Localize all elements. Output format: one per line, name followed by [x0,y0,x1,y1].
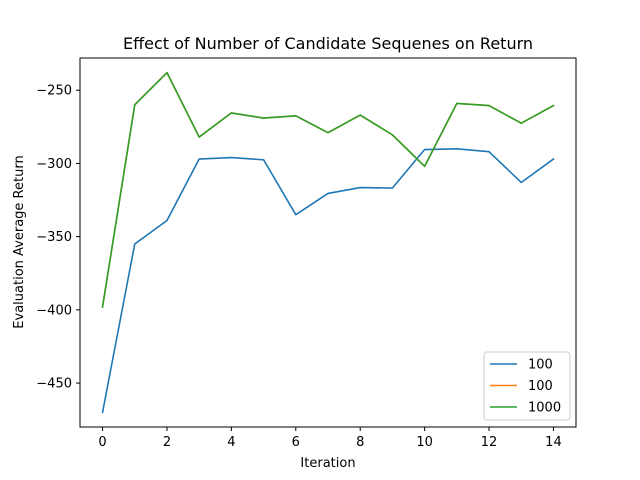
x-tick-label: 0 [98,435,106,450]
legend: 100 100 1000 [483,351,571,421]
x-tick-label: 6 [292,435,300,450]
x-tick-label: 2 [163,435,171,450]
x-tick-label: 14 [545,435,562,450]
chart-title: Effect of Number of Candidate Sequenes o… [123,34,533,53]
series-line-2 [101,71,555,308]
y-tick-label: −400 [36,303,72,318]
y-tick-label: −350 [36,230,72,245]
x-tick-label: 4 [227,435,235,450]
legend-box [483,351,571,421]
legend-label-2: 1000 [528,401,561,416]
x-tick-label: 10 [416,435,433,450]
plot-frame [79,57,577,428]
y-tick-label: −300 [36,157,72,172]
legend-label-0: 100 [528,358,553,373]
series-line-0 [101,147,555,414]
x-tick-label: 12 [481,435,498,450]
y-tick-label: −450 [36,377,72,392]
y-axis-label: Evaluation Average Return [12,155,27,328]
legend-label-1: 100 [528,379,553,394]
y-tick-label: −250 [36,84,72,99]
x-axis-label: Iteration [300,456,355,471]
y-axis: −450 −400 −350 −300 −250 [36,84,80,392]
plot-lines [101,71,555,414]
x-tick-label: 8 [356,435,364,450]
x-axis: 0 2 4 6 8 10 12 14 [98,427,562,450]
